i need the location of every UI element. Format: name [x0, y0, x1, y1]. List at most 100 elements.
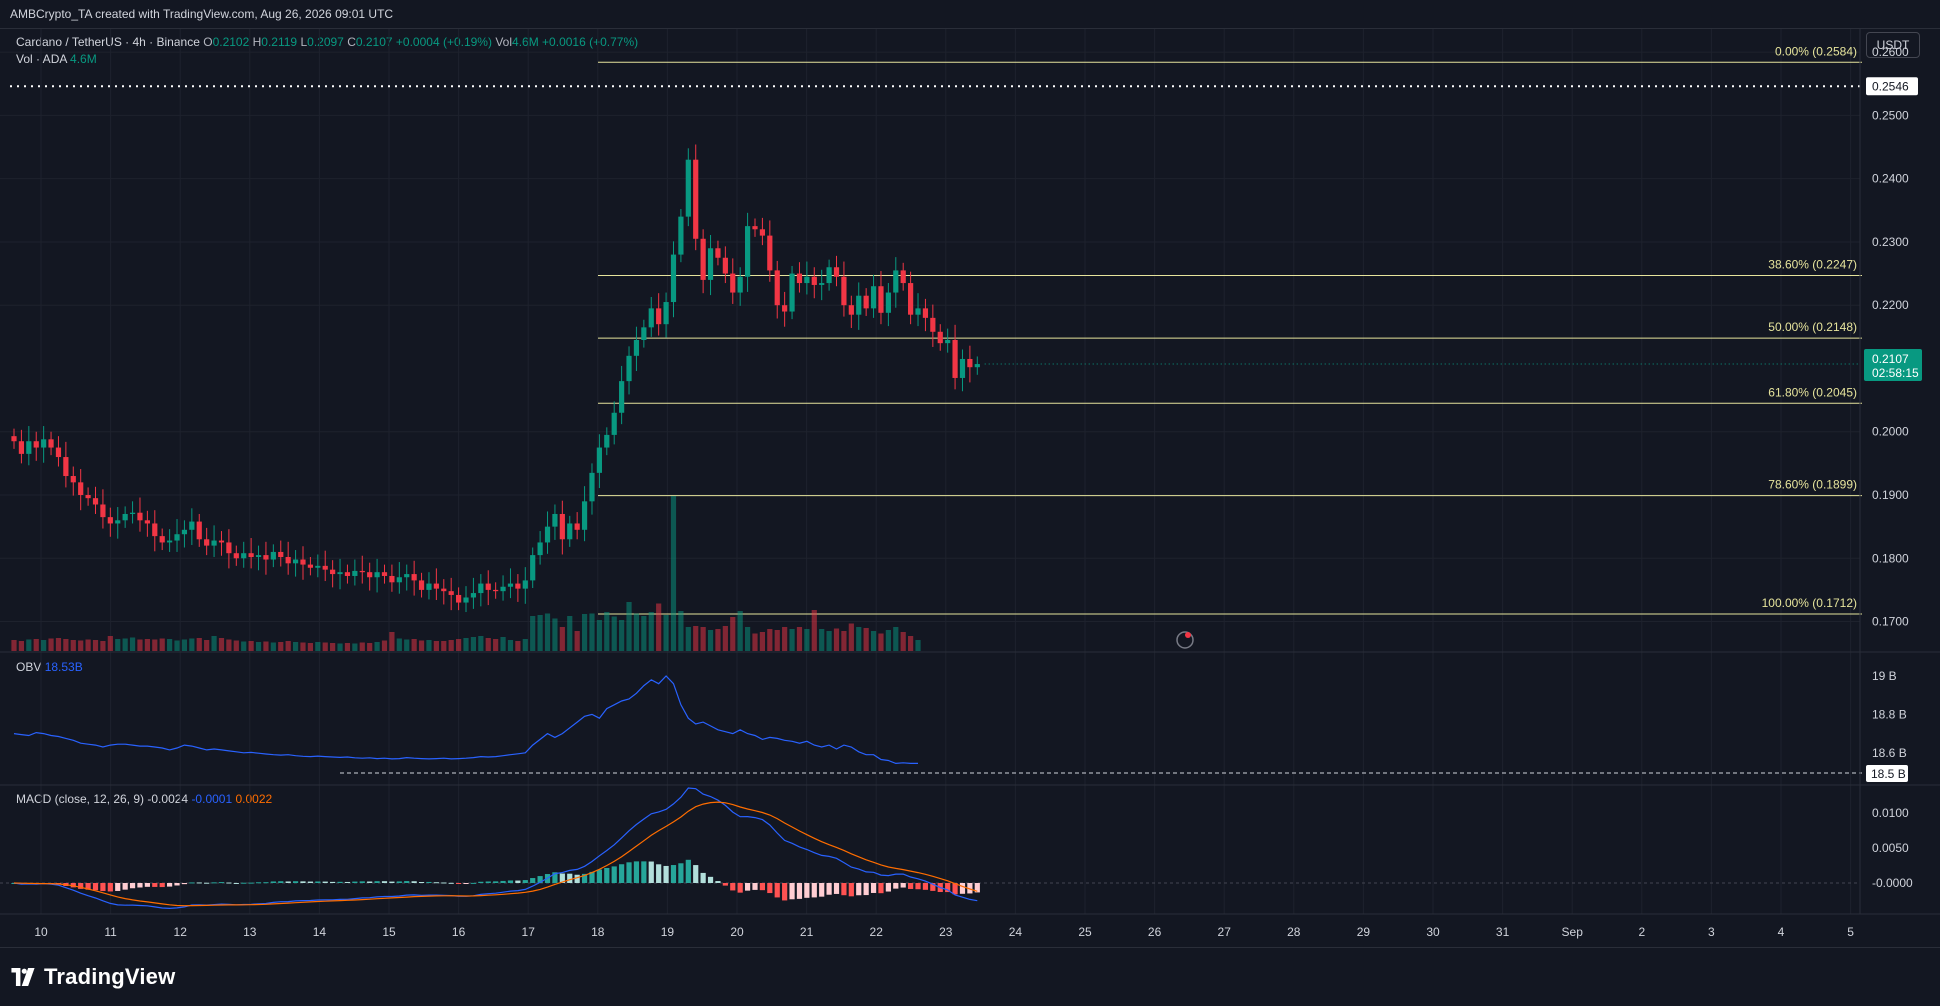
obv-tick-label: 18.8 B: [1872, 707, 1907, 721]
volume-bar: [833, 628, 840, 651]
close-value: 0.2107: [355, 35, 393, 49]
candle-body: [707, 248, 714, 280]
volume-bar: [589, 613, 595, 651]
macd-hist-bar: [870, 883, 877, 893]
volume-bar: [174, 640, 180, 651]
macd-hist-bar: [470, 882, 477, 884]
volume-bar: [448, 640, 454, 651]
macd-hist-bar: [211, 882, 217, 884]
macd-hist-bar: [581, 873, 588, 883]
fib-level-label: 38.60% (0.2247): [1768, 257, 1857, 271]
volume-bar: [804, 629, 810, 651]
macd-tick-label: 0.0050: [1872, 841, 1909, 855]
candle-body: [278, 551, 284, 557]
macd-hist-bar: [292, 881, 299, 883]
macd-hist-bar: [863, 883, 869, 896]
candle-body: [100, 504, 106, 518]
macd-hist-bar: [685, 859, 691, 883]
candle-body: [530, 555, 536, 581]
macd-hist-bar: [300, 881, 306, 883]
macd-hist-bar: [248, 882, 254, 884]
macd-hist-bar: [322, 881, 328, 883]
candle-body: [241, 553, 247, 559]
candle-body: [137, 512, 143, 521]
price-tick-label: 0.2500: [1872, 108, 1909, 122]
volume-bar: [789, 629, 795, 651]
candle-body: [744, 226, 751, 277]
candle-body: [248, 553, 254, 557]
macd-hist-bar: [107, 883, 113, 892]
macd-hist-bar: [789, 883, 795, 900]
macd-hist-bar: [604, 867, 610, 883]
macd-hist-bar: [707, 876, 714, 883]
candle-body: [782, 305, 788, 312]
macd-hist-bar: [619, 864, 625, 883]
volume-bar: [537, 615, 543, 651]
obv-legend[interactable]: OBV 18.53B: [16, 660, 83, 674]
macd-hist-bar: [167, 883, 173, 887]
candle-body: [900, 270, 906, 284]
macd-hist-bar: [137, 883, 143, 888]
macd-hist-bar: [974, 883, 980, 893]
candle-body: [507, 583, 514, 587]
current-price-box: [1864, 349, 1922, 382]
macd-hist-bar: [900, 883, 906, 888]
brand[interactable]: TradingView: [10, 964, 175, 990]
candle-body: [633, 340, 640, 356]
price-tick-label: 0.1700: [1872, 615, 1909, 629]
volume-bar: [107, 636, 113, 651]
x-tick-label: 27: [1218, 925, 1232, 939]
macd-hist-bar: [930, 883, 936, 891]
macd-hist-bar: [856, 883, 862, 896]
macd-hist-bar: [589, 871, 595, 883]
volume-bar: [137, 639, 143, 651]
candle-body: [26, 441, 32, 454]
symbol-legend[interactable]: Cardano / TetherUS · 4h · Binance O0.210…: [16, 34, 638, 50]
macd-hist-bar: [715, 881, 721, 883]
macd-hist-bar: [567, 873, 573, 883]
macd-hist-bar: [782, 883, 788, 901]
volume-bar: [515, 641, 521, 651]
currency-button[interactable]: USDT: [1866, 32, 1920, 58]
volume-bar: [544, 613, 551, 651]
volume-bar: [418, 640, 425, 651]
chart-area[interactable]: 0.00% (0.2584) 38.60% (0.2247) 50.00% (0.2…: [0, 0, 1940, 947]
volume-bar: [730, 617, 736, 651]
volume-bar: [218, 638, 225, 651]
candle-body: [611, 412, 617, 435]
volume-bar: [826, 631, 832, 651]
macd-hist-bar: [819, 883, 825, 897]
open-label: O: [203, 35, 213, 49]
x-tick-label: 26: [1148, 925, 1162, 939]
price-tick-label: 0.2400: [1872, 172, 1909, 186]
x-tick-label: 31: [1496, 925, 1510, 939]
candle-body: [774, 270, 780, 306]
volume-bars: [11, 496, 921, 651]
macd-hist-bar: [752, 883, 758, 890]
candle-body: [426, 583, 432, 590]
x-tick-label: 4: [1778, 925, 1785, 939]
candle-body: [589, 472, 595, 502]
x-tick-label: 14: [313, 925, 327, 939]
candle-body: [559, 513, 565, 540]
volume-bar: [856, 627, 862, 651]
volume-bar: [307, 643, 313, 651]
x-tick-label: 28: [1287, 925, 1301, 939]
volume-bar: [85, 639, 91, 651]
macd-hist-bar: [848, 883, 854, 897]
alert-dot-icon: [1185, 632, 1191, 638]
top-bar: AMBCrypto_TA created with TradingView.co…: [0, 0, 1940, 29]
macd-hist-bar: [730, 883, 736, 891]
macd-hist-bar: [774, 883, 780, 898]
candle-body: [922, 308, 929, 318]
candle-body: [670, 254, 677, 303]
candle-body: [663, 302, 669, 325]
candle-body: [85, 495, 91, 499]
volume-bar: [100, 641, 106, 651]
macd-hist-bar: [693, 865, 699, 883]
candle-body: [544, 526, 551, 543]
fib-level-label: 100.00% (0.1712): [1762, 596, 1857, 610]
macd-hist-bar: [448, 882, 454, 884]
macd-legend[interactable]: MACD (close, 12, 26, 9) -0.0024 -0.0001 …: [16, 792, 272, 806]
obv-level-box: [1866, 765, 1908, 782]
